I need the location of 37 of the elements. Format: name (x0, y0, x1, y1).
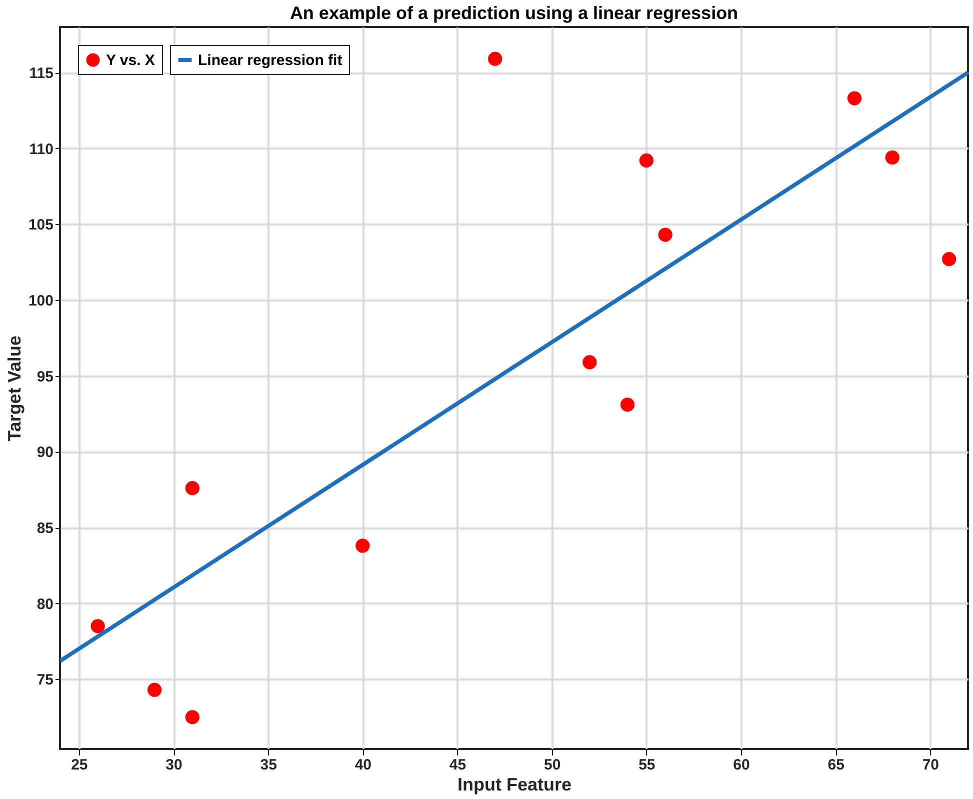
y-tick-label: 75 (36, 672, 54, 689)
y-tick-label: 95 (36, 368, 54, 386)
chart-title: An example of a prediction using a linear regression (290, 3, 738, 23)
x-tick-label: 55 (638, 756, 656, 774)
x-tick-label: 70 (922, 756, 940, 774)
point (356, 538, 370, 553)
point (90, 619, 105, 634)
point (148, 682, 162, 697)
y-tick-label: 115 (29, 65, 54, 82)
y-axis-title: Target Value (4, 336, 24, 442)
x-tick-label: 35 (260, 756, 277, 774)
point (942, 252, 956, 266)
point (639, 153, 654, 168)
x-tick-label: 30 (166, 756, 182, 774)
point (185, 710, 200, 724)
point (185, 481, 200, 496)
legend-label: Y vs. X (106, 52, 155, 69)
point (658, 228, 672, 242)
x-tick-label: 50 (544, 756, 561, 774)
y-tick-label: 100 (28, 292, 54, 310)
legend-label: Linear regression fit (198, 52, 342, 69)
y-tick-label: 110 (29, 140, 54, 158)
point (488, 52, 502, 66)
y-tick-label: 85 (36, 520, 54, 538)
x-tick-label: 25 (71, 756, 88, 774)
y-tick-label: 80 (36, 596, 54, 613)
point (847, 91, 862, 106)
point (885, 150, 900, 164)
x-axis-title: Input Feature (457, 774, 572, 794)
x-tick-label: 40 (354, 756, 372, 774)
y-tick-label: 90 (36, 444, 54, 462)
x-tick-label: 45 (449, 756, 466, 774)
x-tick-label: 65 (828, 756, 844, 774)
y-tick-label: 105 (28, 216, 54, 234)
point (582, 355, 597, 370)
point (620, 398, 635, 412)
x-tick-label: 60 (733, 756, 750, 774)
